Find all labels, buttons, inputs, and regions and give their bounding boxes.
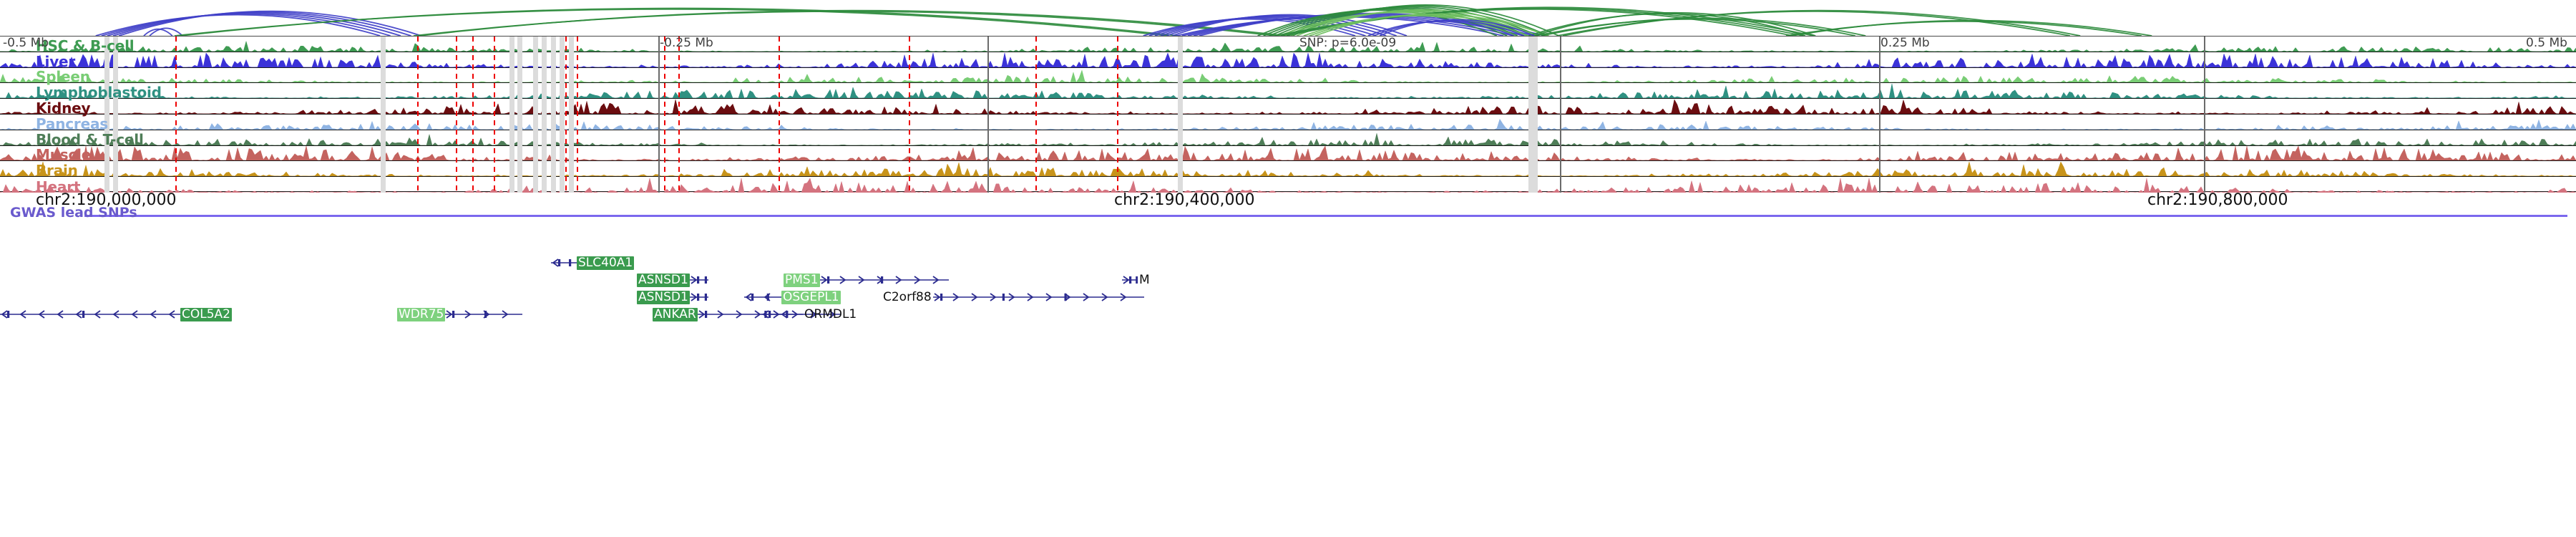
gene-annotation-track: SLC40A1 ASNSD1 PMS1 M ASNSD1 OSGEPL1 C2orf88 CO…: [0, 228, 2576, 537]
gene-model[interactable]: COL5A2: [0, 306, 232, 322]
axis-tick-label: 0.5 Mb: [2526, 36, 2567, 50]
gene-body-arrows: [819, 272, 949, 288]
gene-model[interactable]: PMS1: [784, 272, 949, 288]
gene-body-arrows: [0, 306, 180, 322]
signal-wig-profile: [0, 178, 2576, 193]
axis-tick-label: 0.25 Mb: [1880, 36, 1930, 50]
gene-model[interactable]: OSGEPL1: [744, 289, 841, 305]
gene-body-arrows: [689, 272, 708, 288]
signal-track-row[interactable]: Liver: [0, 52, 2576, 70]
axis-tick-label: -0.5 Mb: [3, 36, 49, 50]
signal-track-row[interactable]: Pancreas: [0, 115, 2576, 132]
gene-label[interactable]: SLC40A1: [577, 255, 635, 270]
signal-track-row[interactable]: Heart: [0, 177, 2576, 195]
gwas-track-label: GWAS lead SNPs: [10, 205, 137, 221]
gene-label[interactable]: WDR75: [397, 306, 446, 321]
gene-body-arrows: [932, 289, 1144, 305]
gene-body-arrows: [551, 255, 577, 271]
track-label-kidney: Kidney: [36, 99, 91, 117]
gene-model[interactable]: ASNSD1: [637, 272, 708, 288]
gene-row: COL5A2 WDR75 ANKAR ORMDL1: [0, 306, 2576, 322]
chromatin-interaction-arc-panel: [0, 0, 2576, 36]
track-label-hsc-b-cell: HSC & B-cell: [36, 37, 135, 54]
gene-label[interactable]: M: [1139, 272, 1150, 287]
track-rows-container: HSC & B-cell -0.5 Mb -0.25 Mb SNP: p=6.0e-0…: [0, 36, 2576, 195]
signal-wig-profile: [0, 130, 2576, 145]
signal-track-row[interactable]: Brain: [0, 161, 2576, 180]
signal-wig-profile: [0, 37, 2576, 52]
gwas-track-line: [84, 215, 2567, 217]
signal-track-row[interactable]: Blood & T-cell: [0, 130, 2576, 148]
gene-row: SLC40A1: [0, 255, 2576, 271]
signal-track-row[interactable]: Lymphoblastoid: [0, 83, 2576, 102]
signal-wig-profile: [0, 52, 2576, 67]
ruler-coordinate-label: chr2:190,400,000: [1114, 191, 1255, 209]
signal-wig-profile: [0, 67, 2576, 83]
gene-model[interactable]: SLC40A1: [551, 255, 635, 271]
gene-body-arrows: [761, 306, 803, 322]
gene-label[interactable]: COL5A2: [180, 306, 232, 321]
gene-model[interactable]: C2orf88: [882, 289, 1144, 305]
ruler-coordinate-label: chr2:190,800,000: [2147, 191, 2288, 209]
track-label-liver: Liver: [36, 52, 76, 70]
gwas-lead-snp-track[interactable]: GWAS lead SNPs: [0, 206, 2576, 225]
track-label-blood-t-cell: Blood & T-cell: [36, 130, 144, 148]
track-label-pancreas: Pancreas: [36, 115, 108, 132]
gene-model[interactable]: ASNSD1: [637, 289, 708, 305]
signal-track-row[interactable]: Kidney: [0, 99, 2576, 115]
gene-model[interactable]: WDR75: [397, 306, 523, 322]
gene-label[interactable]: OSGEPL1: [781, 289, 841, 304]
coordinate-ruler: chr2:190,000,000 chr2:190,400,000 chr2:190…: [0, 192, 2576, 216]
gene-body-arrows: [689, 289, 708, 305]
axis-tick-label: -0.25 Mb: [660, 36, 713, 50]
gene-label[interactable]: C2orf88: [883, 289, 932, 304]
track-label-lymphoblastoid: Lymphoblastoid: [36, 84, 162, 102]
gene-label[interactable]: ASNSD1: [637, 289, 690, 304]
gene-body-arrows: [445, 306, 523, 322]
gene-body-arrows: [744, 289, 781, 305]
gene-label[interactable]: ANKAR: [653, 306, 698, 321]
signal-wig-profile: [0, 115, 2576, 130]
ruler-coordinate-label: chr2:190,000,000: [36, 191, 177, 209]
track-label-brain: Brain: [36, 162, 78, 180]
gene-model[interactable]: M: [1122, 272, 1151, 288]
signal-wig-profile: [0, 161, 2576, 177]
gene-label[interactable]: PMS1: [784, 272, 820, 287]
gene-body-arrows: [1122, 272, 1138, 288]
gene-model[interactable]: ANKAR: [653, 306, 841, 322]
snp-pvalue-annotation: SNP: p=6.0e-09: [1299, 36, 1397, 50]
arc-svg: [95, 4, 2152, 36]
signal-track-row[interactable]: Muscle: [0, 145, 2576, 164]
gene-row: ASNSD1 PMS1 M: [0, 272, 2576, 288]
gene-row: ASNSD1 OSGEPL1 C2orf88: [0, 289, 2576, 305]
signal-track-stack: HSC & B-cell -0.5 Mb -0.25 Mb SNP: p=6.0e-0…: [0, 36, 2576, 195]
gene-label[interactable]: ORMDL1: [804, 306, 857, 321]
gene-model[interactable]: ORMDL1: [761, 306, 858, 322]
signal-wig-profile: [0, 83, 2576, 99]
signal-wig-profile: [0, 145, 2576, 161]
signal-wig-profile: [0, 99, 2576, 114]
track-label-muscle: Muscle: [36, 146, 92, 164]
track-label-spleen: Spleen: [36, 68, 90, 86]
gene-label[interactable]: ASNSD1: [637, 272, 690, 287]
signal-track-row[interactable]: Spleen: [0, 68, 2576, 84]
signal-track-row[interactable]: HSC & B-cell -0.5 Mb -0.25 Mb SNP: p=6.0e-0…: [0, 36, 2576, 54]
track-label-heart: Heart: [36, 178, 81, 195]
